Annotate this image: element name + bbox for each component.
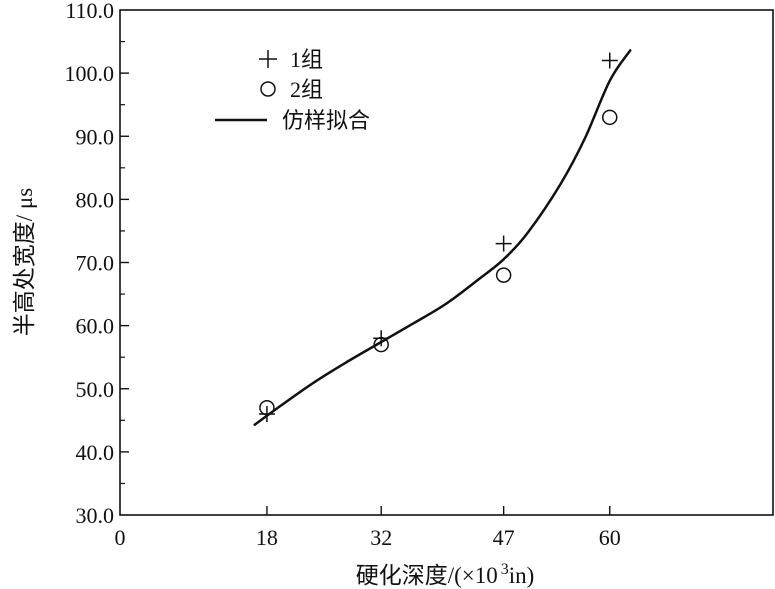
circle-marker <box>602 109 618 126</box>
circle-marker <box>495 267 512 283</box>
legend-label-series-1: 1组 <box>290 47 323 72</box>
y-tick-label: 110.0 <box>65 0 114 23</box>
plus-marker <box>495 235 512 252</box>
x-axis-title-main: 硬化深度/(×10 <box>356 563 498 588</box>
y-tick-label: 90.0 <box>76 124 115 149</box>
y-tick-label: 40.0 <box>76 440 115 465</box>
x-tick-label: 32 <box>370 525 392 550</box>
x-tick-label: 0 <box>115 525 126 550</box>
x-tick-label: 47 <box>493 525 515 550</box>
x-axis-title-unit: in) <box>509 563 535 588</box>
x-axis-ticks: 0 18 32 47 60 <box>115 506 621 550</box>
legend-circle-marker <box>260 81 276 97</box>
spline-fit-curve <box>253 49 632 426</box>
legend-label-series-2: 2组 <box>290 77 323 102</box>
data-marker-layer <box>258 52 618 422</box>
x-axis-title: 硬化深度/(×10 3in) <box>356 561 535 588</box>
plot-frame <box>119 9 774 516</box>
y-tick-label: 50.0 <box>76 377 115 402</box>
circle-marker <box>373 336 389 353</box>
legend-label-series-3: 仿样拟合 <box>282 108 370 133</box>
y-tick-label: 30.0 <box>76 503 115 528</box>
y-tick-label: 70.0 <box>76 251 115 276</box>
y-axis-ticks: 30.0 40.0 50.0 60.0 70.0 80.0 90.0 100.0 110.0 <box>65 0 129 528</box>
legend: 1组 2组 仿样拟合 <box>215 47 370 133</box>
y-axis-title: 半高处宽度/ μs <box>12 188 37 336</box>
y-tick-label: 60.0 <box>76 314 115 339</box>
y-tick-label: 100.0 <box>65 61 115 86</box>
spline-fit-layer <box>253 49 632 426</box>
x-axis-title-exponent: 3 <box>501 561 509 578</box>
x-tick-label: 60 <box>599 525 621 550</box>
x-tick-label: 18 <box>256 525 278 550</box>
plus-marker <box>601 52 618 69</box>
y-tick-label: 80.0 <box>76 187 115 212</box>
circle-marker <box>259 399 275 416</box>
